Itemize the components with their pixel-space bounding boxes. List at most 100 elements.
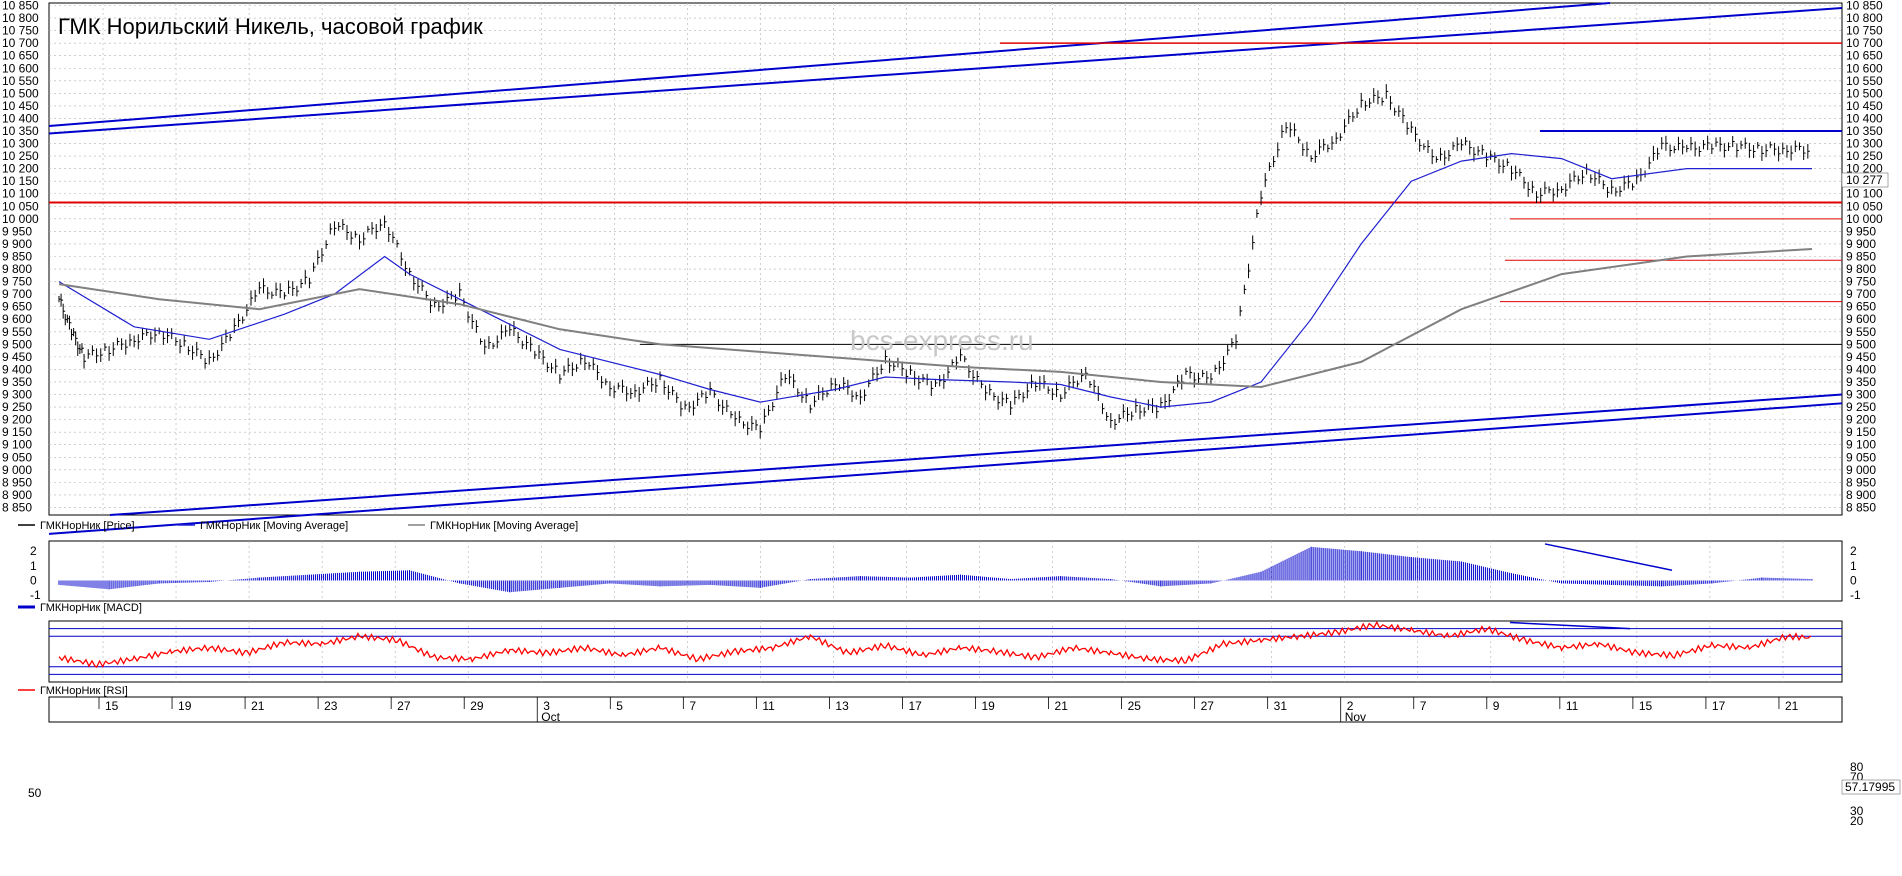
time-axis (48, 696, 1843, 723)
y-tick-label-left: 10 750 (2, 24, 39, 38)
y-tick-label-right: 8 850 (1846, 500, 1876, 514)
y-tick-label-left: 9 700 (2, 287, 32, 301)
x-tick-label: 21 (251, 699, 265, 713)
y-tick-label-right: 9 150 (1846, 425, 1876, 439)
y-tick-label-right: 9 550 (1846, 325, 1876, 339)
y-tick-label-right: 10 550 (1846, 74, 1883, 88)
ma-fast-line (58, 152, 1812, 408)
x-tick-label: 31 (1274, 699, 1288, 713)
y-tick-label-left: 10 500 (2, 86, 39, 100)
y-tick-label-right: 10 800 (1846, 11, 1883, 25)
x-tick-label: 27 (397, 699, 411, 713)
y-tick-label-left: 9 300 (2, 388, 32, 402)
watermark: bcs-express.ru (850, 325, 1034, 356)
legend-ma-fast: ГМКНорНик [Moving Average] (200, 520, 348, 532)
y-tick-label-right: 9 850 (1846, 249, 1876, 263)
y-tick-label-left: 10 100 (2, 187, 39, 201)
month-label: Oct (541, 710, 560, 724)
y-tick-label-left: 10 200 (2, 162, 39, 176)
y-tick-label-left: 10 400 (2, 111, 39, 125)
y-tick-label-right: 10 300 (1846, 137, 1883, 151)
y-tick-label-right: 10 200 (1846, 162, 1883, 176)
macd-legend: ГМКНорНик [MACD] (18, 602, 142, 614)
macd-divergence-line (1544, 543, 1673, 572)
y-tick-label-left: 9 250 (2, 400, 32, 414)
y-tick-label-left: 10 450 (2, 99, 39, 113)
x-tick-label: 29 (470, 699, 484, 713)
y-tick-label-right: 9 050 (1846, 450, 1876, 464)
y-tick-label-right: 9 500 (1846, 337, 1876, 351)
y-tick-label-right: 9 000 (1846, 463, 1876, 477)
y-tick-label-left: 9 650 (2, 300, 32, 314)
y-tick-label-right: 9 250 (1846, 400, 1876, 414)
y-tick-label-right: 9 450 (1846, 350, 1876, 364)
x-tick-label: 19 (178, 699, 192, 713)
y-tick-label-right: 9 350 (1846, 375, 1876, 389)
chart-title: ГМК Норильский Никель, часовой график (58, 14, 483, 39)
x-tick-label: 7 (689, 699, 696, 713)
x-tick-label: 15 (1639, 699, 1653, 713)
y-tick-label-left: 10 050 (2, 199, 39, 213)
y-tick-label-left: 10 550 (2, 74, 39, 88)
ma-slow-line (58, 248, 1813, 389)
x-tick-label: 27 (1201, 699, 1215, 713)
y-tick-label-left: 8 950 (2, 475, 32, 489)
macd-panel (48, 540, 1843, 602)
price-series (58, 84, 1813, 439)
y-tick-label-left: 10 700 (2, 36, 39, 50)
rsi-tick-50: 50 (28, 786, 42, 800)
y-tick-label-left: 10 000 (2, 212, 39, 226)
x-tick-label: 11 (1566, 699, 1579, 713)
y-tick-label-left: 9 600 (2, 312, 32, 326)
y-tick-label-left: 10 350 (2, 124, 39, 138)
price-panel (48, 2, 1843, 516)
y-tick-label-right: 8 950 (1846, 475, 1876, 489)
x-tick-label: 25 (1128, 699, 1142, 713)
y-tick-label-left: 10 250 (2, 149, 39, 163)
rsi-series (49, 620, 1842, 675)
rsi-right-labels: 80 70 30 20 57.17995 (1841, 760, 1901, 828)
last-price-box (1841, 172, 1889, 188)
x-tick-label: 21 (1055, 699, 1069, 713)
lower-trendline-2 (48, 402, 1843, 535)
y-tick-label-left: 9 900 (2, 237, 32, 251)
y-tick-label-right: 10 700 (1846, 36, 1883, 50)
x-tick-label: 11 (762, 699, 775, 713)
rsi-line (58, 620, 1812, 669)
x-tick-label: 21 (1785, 699, 1799, 713)
x-tick-label: 7 (1420, 699, 1427, 713)
macd-tick-left: 0 (30, 574, 37, 588)
y-tick-label-left: 9 400 (2, 362, 32, 376)
macd-tick-left: 1 (30, 559, 37, 573)
y-tick-label-right: 9 950 (1846, 224, 1876, 238)
macd-tick-right: -1 (1850, 588, 1861, 602)
x-tick-label: 13 (835, 699, 849, 713)
macd-series (58, 543, 1813, 593)
legend-price: ГМКНорНик [Price] (40, 520, 135, 532)
rsi-divergence-line (1509, 621, 1631, 630)
y-tick-label-right: 10 450 (1846, 99, 1883, 113)
x-tick-label: 9 (1493, 699, 1500, 713)
y-tick-label-left: 9 000 (2, 463, 32, 477)
y-tick-label-left: 9 450 (2, 350, 32, 364)
macd-y-ticks: 2 21 10 0-1 -1 (30, 544, 1861, 602)
macd-tick-left: -1 (30, 588, 41, 602)
y-tick-label-right: 10 100 (1846, 187, 1883, 201)
y-tick-label-right: 10 600 (1846, 61, 1883, 75)
y-tick-label-left: 9 550 (2, 325, 32, 339)
x-axis-labels: 15 19 21 23 27 29 3 5 7 11 13 17 19 21 25 27 31 2 7 9 11 15 17… (98, 697, 1799, 724)
y-tick-label-right: 9 750 (1846, 275, 1876, 289)
y-tick-label-right: 9 700 (1846, 287, 1876, 301)
y-tick-label-left: 10 650 (2, 49, 39, 63)
y-tick-label-right: 10 650 (1846, 49, 1883, 63)
y-tick-label-right: 9 600 (1846, 312, 1876, 326)
x-tick-label: 15 (105, 699, 119, 713)
y-tick-label-right: 10 050 (1846, 199, 1883, 213)
last-price-label: 10 277 (1846, 173, 1883, 187)
macd-tick-right: 1 (1850, 559, 1857, 573)
y-tick-label-right: 8 900 (1846, 488, 1876, 502)
x-tick-label: 17 (908, 699, 922, 713)
y-tick-label-left: 9 850 (2, 249, 32, 263)
